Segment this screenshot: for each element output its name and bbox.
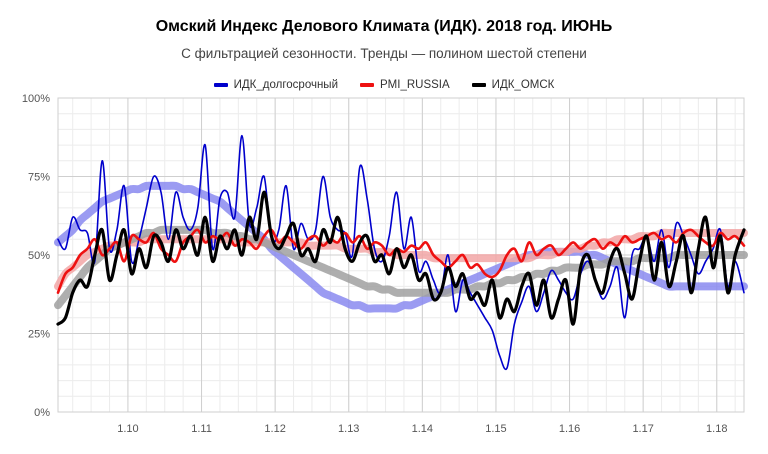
legend-item-long-term[interactable]: ИДК_долгосрочный <box>213 79 338 91</box>
x-tick-label: 1.18 <box>706 423 727 435</box>
legend-label-pmi-russia: PMI_RUSSIA <box>380 79 450 91</box>
y-tick-label: 100% <box>22 93 50 105</box>
legend-swatch-omsk <box>471 83 486 87</box>
chart-legend: ИДК_долгосрочный PMI_RUSSIA ИДК_ОМСК <box>0 79 768 91</box>
x-tick-label: 1.14 <box>412 423 433 435</box>
x-tick-label: 1.16 <box>559 423 580 435</box>
legend-label-long-term: ИДК_долгосрочный <box>233 79 338 91</box>
x-tick-label: 1.11 <box>191 423 212 435</box>
legend-swatch-long-term <box>213 83 228 87</box>
series-line-long-term <box>57 134 745 371</box>
y-tick-label: 0% <box>34 407 50 419</box>
x-tick-label: 1.10 <box>117 423 138 435</box>
series-line-omsk <box>56 190 746 326</box>
x-tick-label: 1.13 <box>338 423 359 435</box>
y-tick-label: 50% <box>28 250 50 262</box>
chart-title: Омский Индекс Делового Климата (ИДК). 20… <box>155 18 613 35</box>
y-tick-label: 75% <box>28 172 50 184</box>
y-tick-label: 25% <box>28 329 50 341</box>
trend-line-long-term <box>54 181 748 313</box>
x-tick-label: 1.17 <box>632 423 653 435</box>
legend-item-pmi-russia[interactable]: PMI_RUSSIA <box>360 79 450 91</box>
x-tick-label: 1.15 <box>485 423 506 435</box>
chart-subtitle: С фильтрацией сезонности. Тренды — полин… <box>181 46 587 61</box>
x-tick-label: 1.12 <box>264 423 285 435</box>
series-line-pmi-russia <box>56 228 746 294</box>
legend-swatch-pmi-russia <box>360 83 374 87</box>
trend-line-omsk <box>54 225 748 310</box>
legend-label-omsk: ИДК_ОМСК <box>491 79 555 91</box>
legend-item-omsk[interactable]: ИДК_ОМСК <box>471 79 555 91</box>
